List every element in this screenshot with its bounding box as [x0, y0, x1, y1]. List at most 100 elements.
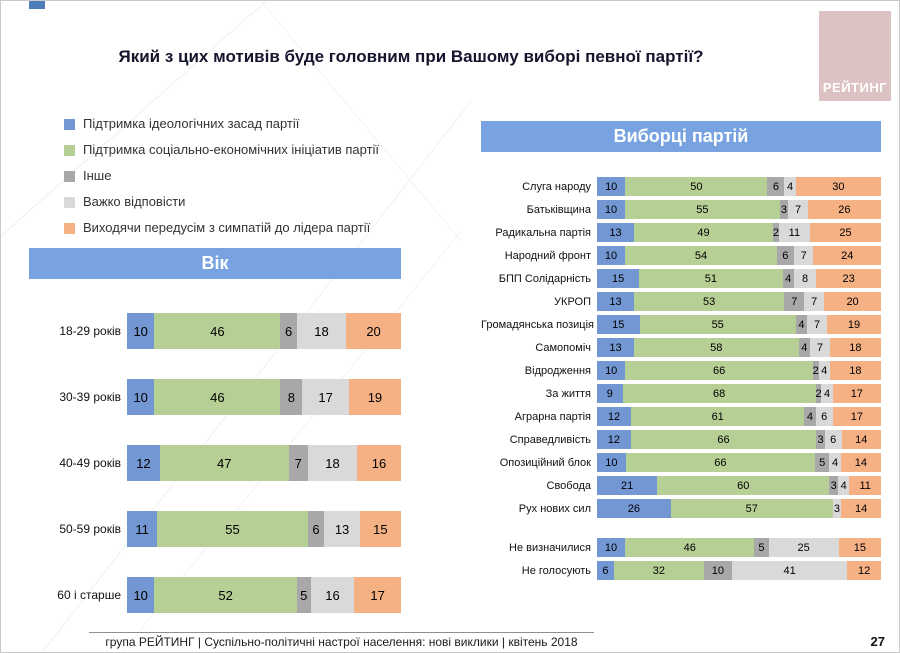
chart-row: Батьківщина 10 55 3 7 26	[481, 200, 881, 219]
stacked-bar: 13 58 4 7 18	[597, 338, 881, 357]
bar-segment-social: 32	[613, 561, 704, 580]
segment-value: 3	[817, 433, 824, 446]
bar-segment-ideology: 13	[597, 338, 634, 357]
segment-value: 10	[605, 364, 618, 377]
segment-value: 4	[801, 341, 808, 354]
segment-value: 26	[627, 502, 641, 515]
row-label: За життя	[545, 387, 591, 400]
segment-value: 2	[815, 387, 822, 400]
segment-value: 4	[798, 318, 805, 331]
stacked-bar: 12 61 4 6 17	[597, 407, 881, 426]
bar-segment-hard: 17	[302, 379, 349, 415]
segment-value: 55	[225, 521, 240, 537]
bar-segment-social: 51	[639, 269, 783, 288]
segment-value: 16	[325, 587, 340, 603]
segment-value: 55	[711, 318, 724, 331]
segment-value: 32	[652, 564, 665, 577]
stacked-bar: 10 66 2 4 18	[597, 361, 881, 380]
segment-value: 54	[694, 249, 708, 262]
chart-row: Не голосують 6 32 10 41 12	[481, 561, 881, 580]
row-label: 40-49 років	[59, 456, 121, 470]
bar-segment-leader: 12	[847, 561, 881, 580]
bar-segment-other: 7	[288, 445, 308, 481]
legend-label: Важко відповісти	[83, 194, 186, 209]
row-label: Громадянська позиція	[481, 318, 595, 331]
bar-segment-other: 4	[804, 407, 816, 426]
stacked-bar: 11 55 6 13 15	[127, 511, 401, 547]
bar-segment-ideology: 15	[597, 269, 640, 288]
bar-segment-hard: 11	[778, 223, 810, 242]
bar-segment-leader: 26	[807, 200, 881, 219]
stacked-bar: 10 46 6 18 20	[127, 313, 401, 349]
bar-segment-leader: 25	[809, 223, 881, 242]
bar-segment-hard: 7	[793, 246, 814, 265]
bar-segment-ideology: 12	[597, 430, 631, 449]
stacked-bar: 10 46 5 25 15	[597, 538, 881, 557]
page-number: 27	[870, 634, 885, 649]
segment-value: 20	[846, 295, 859, 308]
segment-value: 17	[850, 387, 863, 400]
legend-item: Важко відповісти	[64, 189, 379, 215]
segment-value: 7	[811, 295, 818, 308]
bar-segment-hard: 4	[821, 384, 833, 403]
segment-value: 19	[847, 318, 861, 331]
segment-value: 46	[210, 389, 225, 405]
chart-row: Аграрна партія 12 61 4 6 17	[481, 407, 881, 426]
bar-segment-other: 5	[754, 538, 769, 557]
bar-segment-leader: 17	[354, 577, 401, 613]
bar-segment-ideology: 12	[127, 445, 160, 481]
bar-segment-ideology: 13	[597, 223, 634, 242]
bar-segment-hard: 4	[829, 453, 841, 472]
stacked-bar: 15 51 4 8 23	[597, 269, 881, 288]
stacked-bar: 13 53 7 7 20	[597, 292, 881, 311]
segment-value: 4	[806, 410, 814, 423]
bar-segment-hard: 18	[296, 313, 347, 349]
bar-segment-hard: 41	[731, 561, 848, 580]
bar-segment-social: 52	[154, 577, 297, 613]
bar-segment-other: 6	[280, 313, 297, 349]
segment-value: 13	[609, 295, 622, 308]
chart-row: Справедливість 12 66 3 6 14	[481, 430, 881, 449]
row-label: Аграрна партія	[514, 410, 591, 423]
segment-value: 6	[830, 433, 837, 446]
chart-row: 30-39 років 10 46 8 17 19	[29, 379, 401, 415]
bar-segment-leader: 16	[357, 445, 401, 481]
segment-value: 6	[602, 564, 609, 577]
segment-value: 4	[832, 456, 839, 469]
bar-segment-leader: 20	[824, 292, 881, 311]
segment-value: 7	[800, 249, 807, 262]
chart-row: Громадянська позиція 15 55 4 7 19	[481, 315, 881, 334]
row-label: Самопоміч	[535, 341, 591, 354]
row-label: Народний фронт	[504, 249, 591, 262]
segment-value: 10	[133, 587, 148, 603]
segment-value: 8	[801, 272, 809, 285]
chart-row: 50-59 років 11 55 6 13 15	[29, 511, 401, 547]
segment-value: 46	[683, 541, 696, 554]
segment-value: 55	[696, 203, 709, 216]
stacked-bar: 12 66 3 6 14	[597, 430, 881, 449]
bar-segment-leader: 20	[346, 313, 401, 349]
segment-value: 18	[314, 323, 329, 339]
segment-value: 23	[842, 272, 855, 285]
bar-segment-ideology: 21	[597, 476, 658, 495]
segment-value: 50	[690, 180, 703, 193]
bar-segment-ideology: 9	[597, 384, 623, 403]
segment-value: 10	[133, 389, 148, 405]
bar-segment-hard: 7	[807, 315, 828, 334]
row-label: Не голосують	[521, 564, 591, 577]
segment-value: 15	[373, 521, 388, 537]
bar-segment-leader: 15	[359, 511, 401, 547]
chart-row: Народний фронт 10 54 6 7 24	[481, 246, 881, 265]
bar-segment-ideology: 10	[597, 538, 626, 557]
segment-value: 11	[135, 521, 149, 537]
bar-segment-social: 66	[625, 361, 813, 380]
segment-value: 6	[821, 410, 828, 423]
bar-segment-hard: 4	[818, 361, 830, 380]
segment-value: 6	[772, 180, 779, 193]
stacked-bar: 10 66 5 4 14	[597, 453, 881, 472]
chart-row: Рух нових сил 26 57 3 14	[481, 499, 881, 518]
row-label: Батьківщина	[526, 203, 591, 216]
segment-value: 25	[839, 226, 852, 239]
stacked-bar: 10 52 5 16 17	[127, 577, 401, 613]
bar-segment-other: 2	[815, 384, 822, 403]
